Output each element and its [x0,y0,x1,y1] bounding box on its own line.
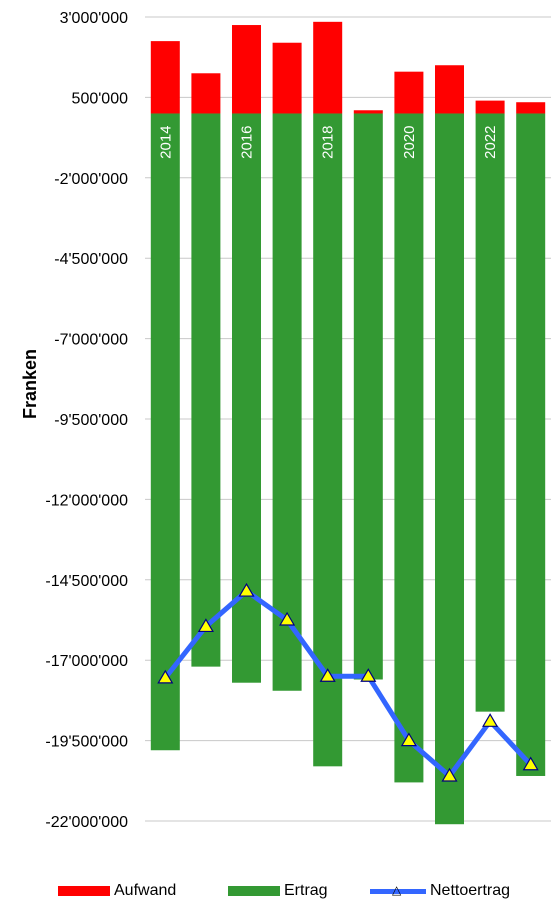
bar-ertrag [353,113,383,680]
category-label: 2022 [482,125,499,158]
y-tick-label: -12'000'000 [45,492,128,509]
point-nettoertrag [360,668,377,682]
bar-ertrag [516,113,546,776]
point-nettoertrag [157,669,174,684]
point-nettoertrag [238,582,255,597]
y-tick-label: -7'000'000 [54,332,128,349]
bar-aufwand [516,102,546,114]
point-nettoertrag [522,756,539,771]
bar-aufwand [232,25,261,114]
legend-line-nettoertrag: △ [370,883,426,898]
legend: Aufwand Ertrag △ Nettoertrag [0,878,551,904]
point-nettoertrag [400,732,417,747]
point-nettoertrag [441,767,458,782]
legend-item-nettoertrag: △ Nettoertrag [370,878,510,904]
legend-item-ertrag: Ertrag [228,878,328,904]
y-tick-label: -22'000'000 [45,814,128,831]
bar-ertrag [272,113,302,691]
point-nettoertrag [279,611,296,626]
y-tick-label: -19'500'000 [45,734,128,751]
bar-ertrag [394,113,424,783]
bar-aufwand [272,42,302,114]
point-nettoertrag [197,618,214,633]
bar-aufwand [394,71,424,114]
bar-aufwand [150,41,180,114]
chart-area: 3'000'000 500'000 -2'000'000 -4'500'000 -7'0… [20,10,551,831]
y-tick-label: -9'500'000 [54,412,128,429]
y-axis-label: Franken [20,349,40,419]
line-nettoertrag [163,588,533,779]
y-tick-label: -2'000'000 [54,171,128,188]
bar-aufwand [435,65,464,114]
triangle-marker-icon: △ [392,883,402,897]
bar-ertrag [475,113,505,712]
category-label: 2018 [320,125,337,158]
y-tick-label: -14'500'000 [45,573,128,590]
y-axis-ticks: 3'000'000 500'000 -2'000'000 -4'500'000 -7'0… [45,10,128,831]
legend-swatch-ertrag [228,886,280,896]
legend-label-ertrag: Ertrag [284,882,328,899]
net-line [157,582,539,782]
bar-ertrag [150,113,180,751]
category-label: 2014 [157,125,174,158]
legend-item-aufwand: Aufwand [58,878,176,904]
category-label: 2020 [401,125,418,158]
bar-aufwand [475,100,505,114]
y-tick-label: -17'000'000 [45,653,128,670]
bar-ertrag [313,113,343,767]
legend-label-nettoertrag: Nettoertrag [430,882,511,899]
y-tick-label: 500'000 [72,90,129,107]
y-tick-label: 3'000'000 [60,10,129,27]
point-nettoertrag [482,713,499,727]
bar-aufwand [313,21,343,114]
bar-ertrag [435,113,464,825]
bar-ertrag [191,113,221,667]
bar-aufwand [191,73,221,114]
bars [150,21,546,825]
category-label: 2016 [239,125,256,158]
year-labels: 2014 2016 2018 2020 2022 [157,125,499,158]
legend-swatch-aufwand [58,886,110,896]
legend-label-aufwand: Aufwand [114,882,177,899]
point-nettoertrag [319,668,336,682]
y-tick-label: -4'500'000 [54,251,128,268]
bar-aufwand [353,110,383,114]
